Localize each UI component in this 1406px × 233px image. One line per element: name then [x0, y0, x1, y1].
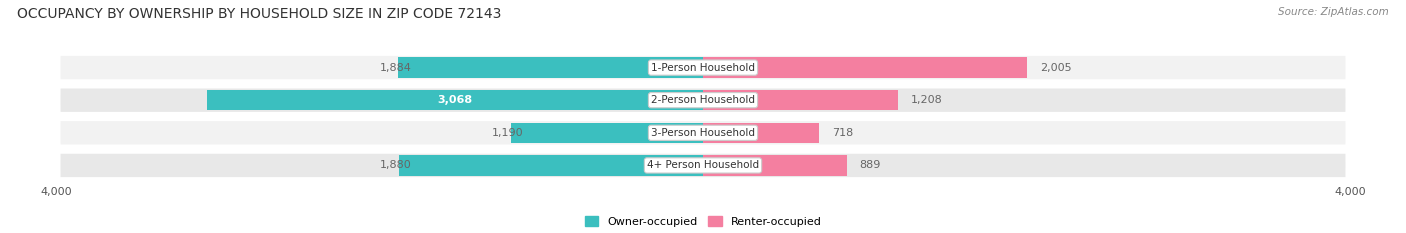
- Text: 4+ Person Household: 4+ Person Household: [647, 161, 759, 170]
- Text: 1,884: 1,884: [380, 63, 412, 72]
- Text: 1,190: 1,190: [492, 128, 523, 138]
- Bar: [207, 90, 703, 110]
- Bar: [703, 155, 846, 175]
- Bar: [399, 155, 703, 175]
- FancyBboxPatch shape: [59, 55, 1347, 80]
- Text: OCCUPANCY BY OWNERSHIP BY HOUSEHOLD SIZE IN ZIP CODE 72143: OCCUPANCY BY OWNERSHIP BY HOUSEHOLD SIZE…: [17, 7, 502, 21]
- Text: 1,880: 1,880: [380, 161, 412, 170]
- Bar: [703, 123, 820, 143]
- FancyBboxPatch shape: [59, 153, 1347, 178]
- Legend: Owner-occupied, Renter-occupied: Owner-occupied, Renter-occupied: [581, 212, 825, 231]
- Text: 718: 718: [832, 128, 853, 138]
- FancyBboxPatch shape: [59, 87, 1347, 113]
- Text: 3-Person Household: 3-Person Household: [651, 128, 755, 138]
- Text: 1,208: 1,208: [911, 95, 943, 105]
- Text: 2,005: 2,005: [1040, 63, 1071, 72]
- Bar: [510, 123, 703, 143]
- Bar: [703, 90, 898, 110]
- FancyBboxPatch shape: [59, 120, 1347, 146]
- Text: Source: ZipAtlas.com: Source: ZipAtlas.com: [1278, 7, 1389, 17]
- Bar: [703, 58, 1028, 78]
- Text: 1-Person Household: 1-Person Household: [651, 63, 755, 72]
- Bar: [398, 58, 703, 78]
- Text: 889: 889: [859, 161, 882, 170]
- Text: 3,068: 3,068: [437, 95, 472, 105]
- Text: 2-Person Household: 2-Person Household: [651, 95, 755, 105]
